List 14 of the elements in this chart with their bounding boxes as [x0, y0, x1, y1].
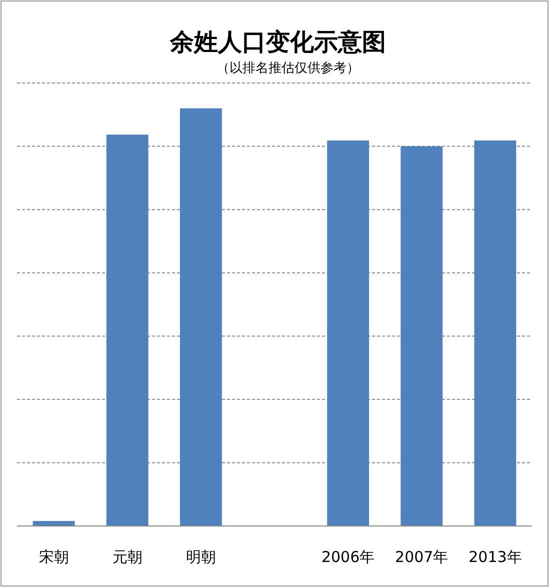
x-tick-label: 2006年 — [321, 548, 375, 566]
bar — [400, 146, 443, 526]
bar — [474, 140, 516, 526]
x-tick-label: 元朝 — [112, 548, 142, 566]
bar — [327, 140, 370, 526]
x-tick-label: 明朝 — [186, 548, 216, 566]
bar — [32, 520, 75, 526]
bar — [180, 108, 222, 526]
bar — [106, 134, 148, 526]
x-tick-label: 2007年 — [395, 548, 448, 566]
x-tick-label: 2013年 — [468, 548, 522, 566]
chart-subtitle: （以排名推估仅供参考） — [216, 61, 360, 76]
x-tick-label: 宋朝 — [38, 548, 69, 566]
chart-title: 余姓人口变化示意图 — [169, 27, 386, 56]
